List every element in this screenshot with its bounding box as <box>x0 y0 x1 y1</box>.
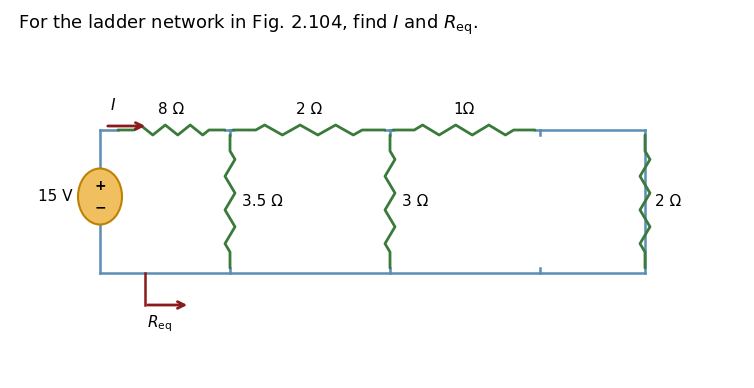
Text: 15 V: 15 V <box>38 189 72 204</box>
Text: 1Ω: 1Ω <box>453 102 475 117</box>
Text: 2 Ω: 2 Ω <box>655 194 682 209</box>
Text: +: + <box>94 179 106 193</box>
Text: For the ladder network in Fig. 2.104, find $I$ and $R_{\mathrm{eq}}$.: For the ladder network in Fig. 2.104, fi… <box>18 13 478 37</box>
Ellipse shape <box>78 168 122 225</box>
Text: −: − <box>94 200 106 214</box>
Text: 3.5 Ω: 3.5 Ω <box>242 194 283 209</box>
Text: $R_{\mathrm{eq}}$: $R_{\mathrm{eq}}$ <box>147 313 172 334</box>
Text: 8 Ω: 8 Ω <box>158 102 185 117</box>
Text: I: I <box>111 98 115 113</box>
Text: 2 Ω: 2 Ω <box>296 102 322 117</box>
Text: 3 Ω: 3 Ω <box>402 194 428 209</box>
